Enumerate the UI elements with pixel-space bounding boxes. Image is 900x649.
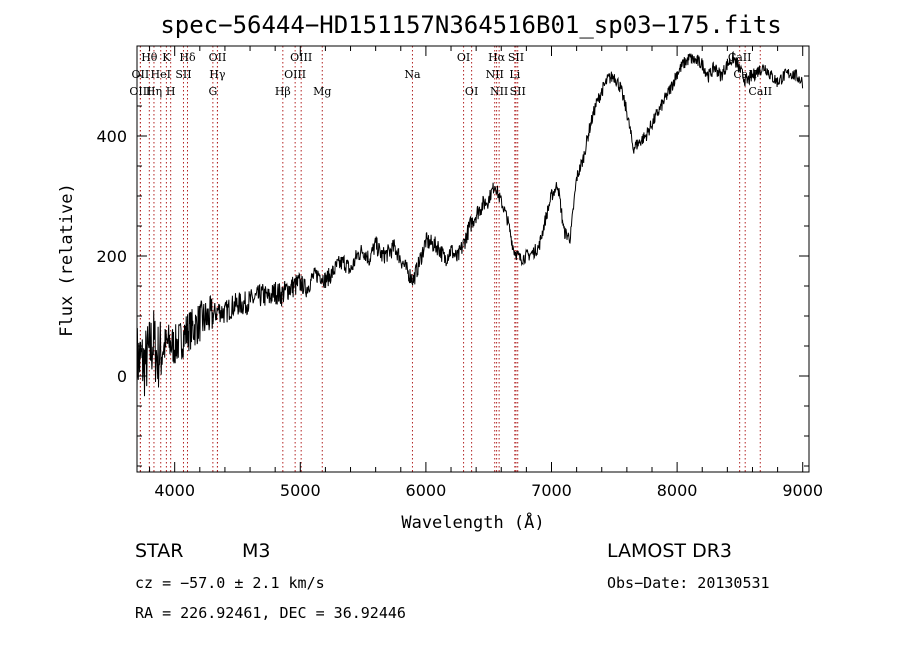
line-marker-label: SII <box>508 51 524 64</box>
observation-date: Obs−Date: 20130531 <box>607 574 770 592</box>
line-marker-label: CaII <box>748 85 772 98</box>
chart-title: spec−56444−HD151157N364516B01_sp03−175.f… <box>160 11 781 39</box>
line-marker-label: OII <box>132 68 150 81</box>
y-tick-label: 200 <box>96 247 127 266</box>
line-marker-label: Hθ <box>141 51 158 64</box>
line-marker-label: Li <box>509 68 520 81</box>
coordinates: RA = 226.92461, DEC = 36.92446 <box>135 604 406 622</box>
line-marker-label: OIII <box>129 85 151 98</box>
axis-ticks: 4000 5000 6000 7000 8000 9000 0 200 400 <box>96 46 823 500</box>
line-marker-label: OI <box>465 85 478 98</box>
line-marker-label: NII <box>486 68 504 81</box>
object-subclass: M3 <box>242 540 271 562</box>
line-marker-label: Hα <box>488 51 506 64</box>
y-tick-label: 0 <box>117 367 127 386</box>
survey-name: LAMOST DR3 <box>607 540 732 562</box>
x-tick-label: 6000 <box>406 481 447 500</box>
line-marker-label: Na <box>404 68 421 81</box>
line-marker-label: Hη <box>146 85 162 98</box>
line-marker-label: Hγ <box>209 68 226 81</box>
x-tick-label: 7000 <box>531 481 572 500</box>
line-marker-label: K <box>162 51 171 64</box>
line-marker-label: HeI <box>151 68 171 81</box>
x-axis-label: Wavelength (Å) <box>401 511 544 533</box>
y-tick-label: 400 <box>96 127 127 146</box>
redshift-velocity: cz = −57.0 ± 2.1 km/s <box>135 574 325 592</box>
line-marker-label: Hβ <box>275 85 291 98</box>
plot-frame <box>136 45 810 473</box>
x-tick-label: 5000 <box>280 481 321 500</box>
line-marker-label: OIII <box>290 51 312 64</box>
line-marker-label: NII <box>490 85 508 98</box>
line-marker-label: OII <box>209 51 227 64</box>
line-marker-label: Hδ <box>179 51 196 64</box>
x-tick-label: 8000 <box>657 481 698 500</box>
line-marker-label: H <box>166 85 176 98</box>
object-class: STAR <box>135 540 184 562</box>
x-tick-label: 9000 <box>782 481 823 500</box>
line-marker-label: OI <box>457 51 470 64</box>
line-marker-label: OIII <box>284 68 306 81</box>
x-tick-label: 4000 <box>154 481 195 500</box>
line-marker-label: Mg <box>313 85 331 98</box>
line-marker-label: SII <box>510 85 526 98</box>
y-axis-label: Flux (relative) <box>57 183 77 337</box>
spectral-line-markers <box>139 46 761 472</box>
line-marker-label: G <box>208 85 217 98</box>
line-marker-label: SII <box>175 68 191 81</box>
spectrum-series-line <box>136 50 804 397</box>
